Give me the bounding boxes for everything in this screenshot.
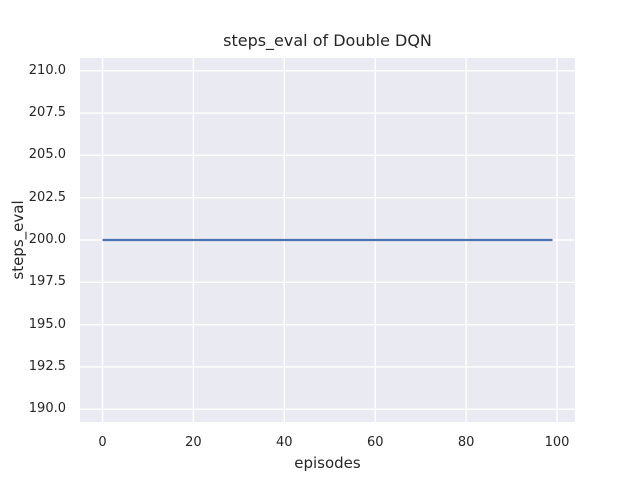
x-tick-label: 100 [544, 435, 570, 450]
x-tick-label: 0 [98, 435, 107, 450]
y-tick-label: 207.5 [28, 105, 66, 121]
y-tick-label: 190.0 [28, 401, 66, 417]
chart-title: steps_eval of Double DQN [223, 31, 432, 50]
y-tick-label: 192.5 [28, 358, 66, 374]
x-tick-label: 80 [457, 435, 475, 450]
y-tick-label: 205.0 [28, 147, 66, 163]
y-tick-label: 195.0 [28, 316, 66, 332]
x-axis-label: episodes [294, 454, 361, 472]
x-tick-label: 60 [366, 435, 384, 450]
y-tick-label: 197.5 [28, 274, 66, 290]
y-axis-label: steps_eval [9, 200, 27, 280]
x-tick-label: 40 [276, 435, 293, 450]
y-tick-label: 200.0 [28, 232, 66, 247]
plot-area [80, 58, 575, 422]
y-tick-label: 210.0 [28, 62, 66, 78]
y-tick-label: 202.5 [28, 189, 66, 205]
x-tick-label: 20 [185, 435, 202, 450]
